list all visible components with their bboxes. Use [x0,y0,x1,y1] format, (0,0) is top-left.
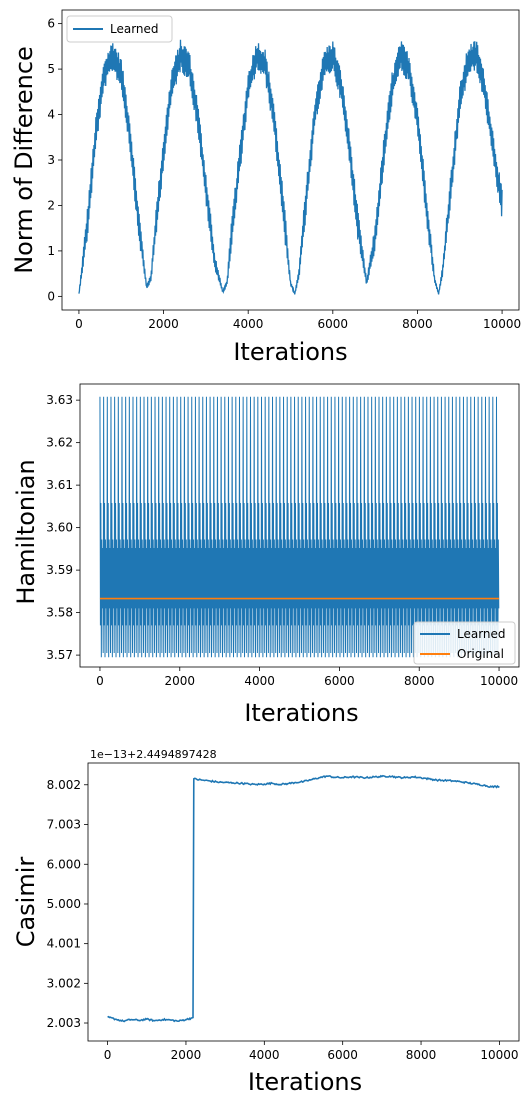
hamiltonian-x-tick-label: 6000 [324,674,355,688]
casimir-y-ticks: 2.003 3.002 4.001 5.000 6.000 7.003 8.002 [47,778,88,1030]
casimir-x-tick-label: 8000 [406,1048,437,1062]
casimir-x-tick-label: 10000 [480,1048,518,1062]
casimir-plot-frame [87,762,520,1042]
norm-y-tick-label: 4 [47,108,55,122]
hamiltonian-x-tick-label: 10000 [480,674,518,688]
casimir-y-tick-label: 5.000 [47,897,81,911]
casimir-x-tick-label: 0 [104,1048,112,1062]
norm-y-tick-label: 1 [47,244,55,258]
norm-legend-label-learned: Learned [110,22,159,36]
casimir-y-tick-label: 7.003 [47,817,81,831]
norm-series-learned [78,39,503,295]
norm-x-tick-label: 0 [75,317,83,331]
norm-data-layer [78,39,503,295]
norm-y-tick-label: 2 [47,198,55,212]
norm-y-tick-label: 3 [47,153,55,167]
hamiltonian-x-axis-label: Iterations [244,699,358,727]
norm-y-axis-label: Norm of Difference [10,46,38,274]
hamiltonian-y-tick-label: 3.63 [46,393,73,407]
norm-x-ticks: 0 2000 4000 6000 8000 10000 [75,310,521,331]
casimir-x-tick-label: 6000 [327,1048,358,1062]
casimir-x-ticks: 0 2000 4000 6000 8000 10000 [104,1041,519,1062]
norm-y-ticks: 0 1 2 3 4 5 6 [47,17,62,303]
hamiltonian-x-ticks: 0 2000 4000 6000 8000 10000 [96,667,518,688]
casimir-y-tick-label: 6.000 [47,857,81,871]
hamiltonian-series-learned [99,396,500,658]
casimir-y-tick-label: 8.002 [47,778,81,792]
hamiltonian-y-ticks: 3.57 3.58 3.59 3.60 3.61 3.62 3.63 [46,393,80,662]
hamiltonian-x-tick-label: 8000 [404,674,435,688]
chart-norm-of-difference: 0 2000 4000 6000 8000 10000 0 1 2 3 4 5 6 Iteration… [10,9,521,366]
norm-legend-box [66,15,173,43]
hamiltonian-y-tick-label: 3.61 [46,478,73,492]
hamiltonian-y-tick-label: 3.62 [46,436,73,450]
norm-x-tick-label: 4000 [233,317,264,331]
casimir-x-tick-label: 4000 [249,1048,280,1062]
hamiltonian-x-tick-label: 0 [96,674,104,688]
hamiltonian-legend: Learned Original [413,621,516,665]
casimir-y-tick-label: 4.001 [47,937,81,951]
hamiltonian-legend-label-original: Original [457,647,504,661]
norm-x-axis-label: Iterations [233,338,347,366]
norm-x-tick-label: 2000 [148,317,179,331]
hamiltonian-y-tick-label: 3.58 [46,606,73,620]
hamiltonian-x-tick-label: 4000 [244,674,275,688]
hamiltonian-data-layer [99,396,500,658]
casimir-data-layer [107,774,500,1023]
casimir-y-tick-label: 3.002 [47,976,81,990]
norm-x-tick-label: 10000 [483,317,521,331]
hamiltonian-y-tick-label: 3.57 [46,648,73,662]
hamiltonian-y-axis-label: Hamiltonian [12,459,40,604]
casimir-offset-text: 1e−13+2.4494897428 [90,748,217,761]
hamiltonian-y-tick-label: 3.60 [46,521,73,535]
hamiltonian-legend-label-learned: Learned [457,627,506,641]
norm-y-tick-label: 6 [47,17,55,31]
norm-y-tick-label: 5 [47,62,55,76]
hamiltonian-y-tick-label: 3.59 [46,563,73,577]
casimir-y-tick-label: 2.003 [47,1016,81,1030]
casimir-y-axis-label: Casimir [12,857,40,948]
casimir-x-axis-label: Iterations [248,1068,362,1095]
chart-hamiltonian: 0 2000 4000 6000 8000 10000 3.573.583.593.603… [12,383,520,727]
hamiltonian-x-tick-label: 2000 [164,674,195,688]
hamiltonian-plot-frame [79,383,520,668]
norm-y-tick-label: 0 [47,289,55,303]
casimir-x-tick-label: 2000 [171,1048,202,1062]
chart-casimir: 0 2000 4000 6000 8000 10000 2.003 3.002 4.001 5.… [12,748,520,1095]
norm-x-tick-label: 8000 [402,317,433,331]
casimir-series-line [107,774,500,1023]
norm-legend: Learned [66,15,173,43]
norm-x-tick-label: 6000 [318,317,349,331]
